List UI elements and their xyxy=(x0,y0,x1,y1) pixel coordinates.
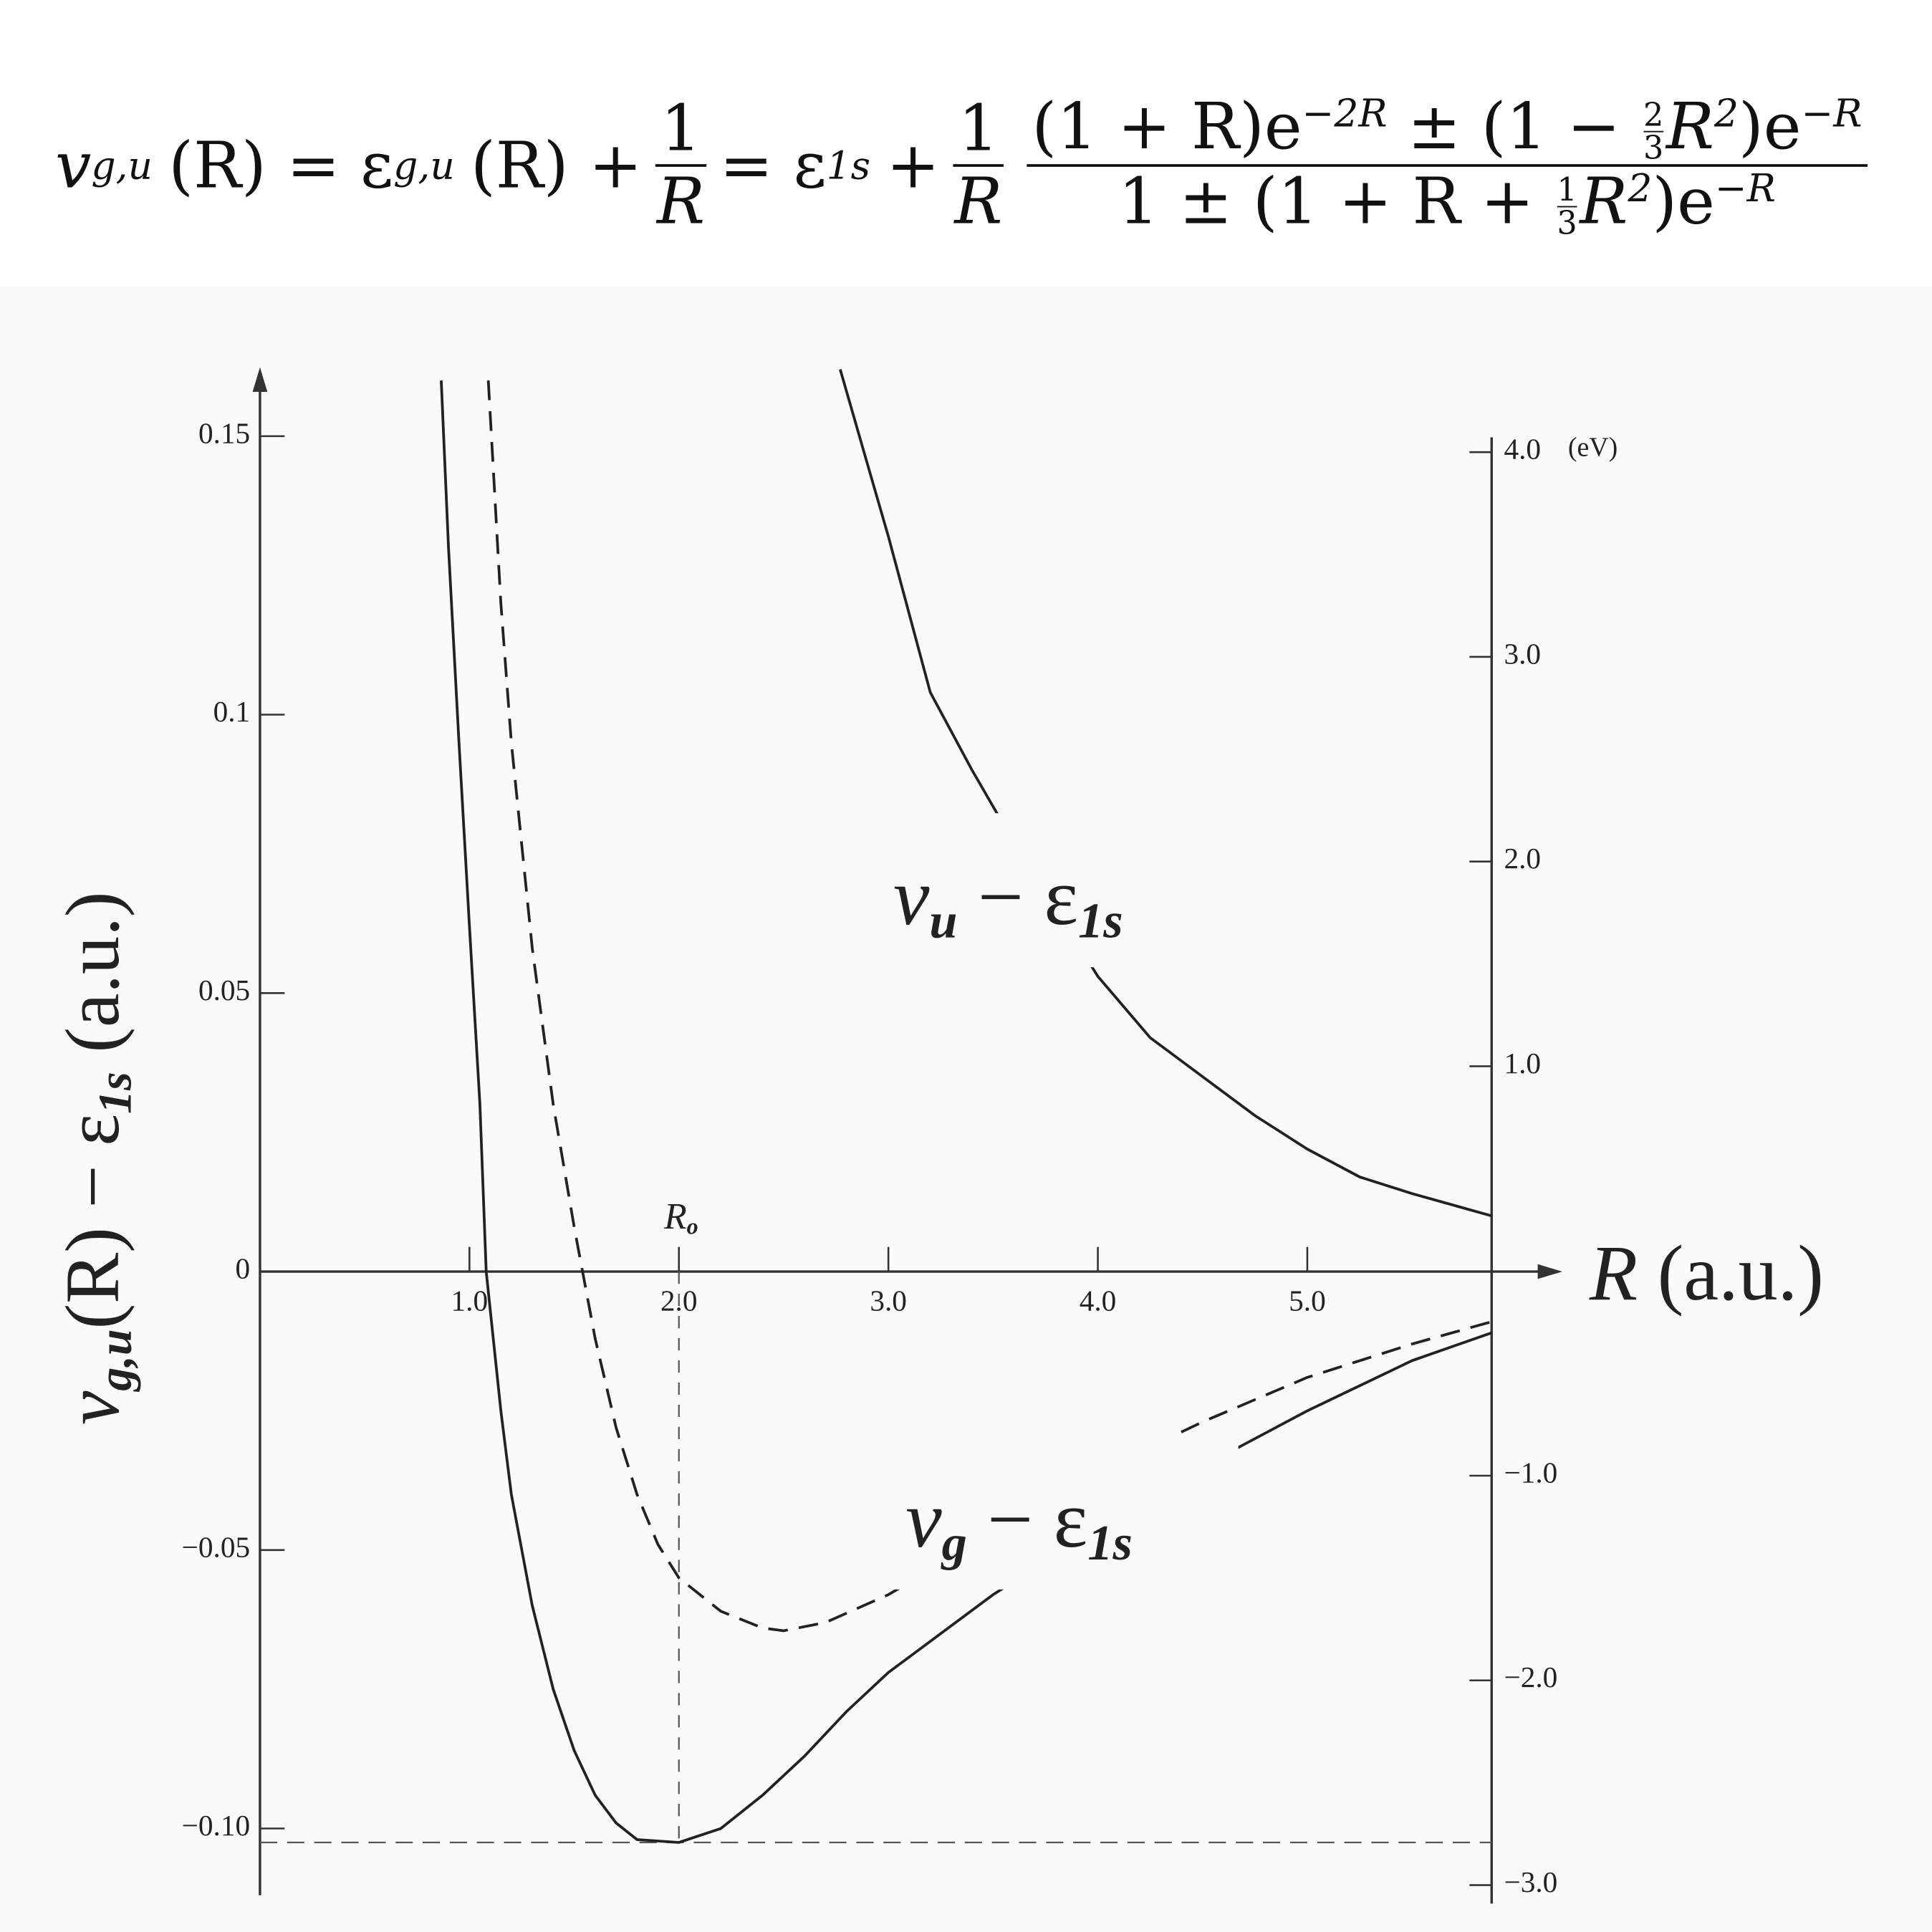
label-subscript: 1s xyxy=(1078,893,1123,949)
label-part: − ε xyxy=(958,852,1078,942)
label-subscript: g,u xyxy=(90,1329,142,1392)
label-part: R xyxy=(663,1196,687,1237)
label-subscript: o xyxy=(687,1213,698,1239)
math-label: Ro xyxy=(663,1196,698,1239)
y-tick-label: 0.15 xyxy=(198,416,250,449)
label-subscript: 1s xyxy=(90,1072,142,1114)
eq-part: ± (1 − xyxy=(1407,89,1621,164)
y2-tick-label: 2.0 xyxy=(1504,842,1541,875)
x-tick-label: 3.0 xyxy=(870,1284,907,1317)
eq-part: = ε xyxy=(719,128,827,203)
eq-sup: −R xyxy=(1714,165,1776,211)
label-part: − ε xyxy=(967,1474,1087,1565)
eq-den: 3 xyxy=(1643,129,1664,167)
eq-part: (R) + xyxy=(471,128,643,203)
eq-part: )e xyxy=(1652,164,1715,239)
eq-num: 2 xyxy=(1643,96,1664,134)
y2-unit-label: (eV) xyxy=(1568,432,1618,462)
math-label: vg,u(R) − ε1s (a.u.) xyxy=(52,892,142,1425)
y-tick-label: 0.05 xyxy=(198,974,250,1006)
y-tick-label: −0.05 xyxy=(182,1530,250,1563)
label-backing xyxy=(875,813,1226,968)
eq-part: R xyxy=(1580,164,1628,239)
eq-part: 1 ± (1 + R + xyxy=(1118,164,1534,239)
math-label: vu − ε1s xyxy=(893,852,1123,948)
eq-num: 1 xyxy=(1557,171,1577,209)
eq-sup: 2 xyxy=(1714,91,1739,136)
x-axis-arrow xyxy=(1537,1264,1562,1279)
eq-num: 1 xyxy=(655,94,706,167)
eq-den: R xyxy=(954,164,1003,239)
eq-part: (R) = ε xyxy=(168,128,394,203)
eq-denominator: 1 ± (1 + R + 1 3 R2)e−R xyxy=(1113,164,1781,239)
label-part: v xyxy=(893,852,930,942)
label-part: v xyxy=(52,1390,136,1425)
y-axis-arrow xyxy=(252,367,268,392)
x-tick-label: 1.0 xyxy=(451,1284,489,1317)
label-subscript: 1s xyxy=(1087,1515,1133,1571)
y-tick-label: 0 xyxy=(236,1252,251,1285)
label-part: (a.u.) xyxy=(1638,1229,1824,1317)
curve xyxy=(839,369,1492,1218)
label-backing xyxy=(887,1435,1239,1590)
y2-tick-label: 1.0 xyxy=(1504,1047,1541,1080)
eq-num: 1 xyxy=(953,94,1004,167)
y2-tick-label: 4.0 xyxy=(1504,433,1541,466)
eq-part: (1 + R)e xyxy=(1032,89,1302,164)
eq-sup: −2R xyxy=(1302,91,1388,136)
eq-sup: −R xyxy=(1801,91,1863,136)
label-part: (R) − ε xyxy=(52,1114,136,1329)
label-part: (a.u.) xyxy=(52,892,136,1072)
eq-numerator: (1 + R)e−2R ± (1 − 2 3 R2)e−R xyxy=(1027,89,1868,167)
math-label: vg − ε1s xyxy=(905,1474,1133,1571)
label-subscript: g xyxy=(941,1515,967,1571)
y-tick-label: 0.1 xyxy=(213,695,251,728)
x-tick-label: 4.0 xyxy=(1080,1284,1117,1317)
y2-tick-label: 3.0 xyxy=(1504,637,1541,670)
label-part: R xyxy=(1589,1229,1638,1317)
eq-den: 3 xyxy=(1557,204,1577,242)
y2-tick-label: −1.0 xyxy=(1504,1456,1557,1489)
y-tick-label: −0.10 xyxy=(182,1809,250,1842)
eq-fraction: (1 + R)e−2R ± (1 − 2 3 R2)e−R 1 ± (1 + R +… xyxy=(1027,89,1868,239)
eq-part: v xyxy=(55,128,92,203)
eq-sub: g,u xyxy=(91,143,153,188)
eq-sub: 1s xyxy=(826,143,871,188)
eq-sup: 2 xyxy=(1628,165,1653,211)
eq-part: + xyxy=(886,128,940,203)
eq-sub: g,u xyxy=(393,143,455,188)
label-part: v xyxy=(905,1474,942,1565)
y2-tick-label: −2.0 xyxy=(1504,1661,1557,1693)
y2-tick-label: −3.0 xyxy=(1504,1865,1557,1898)
eq-part: )e xyxy=(1738,89,1802,164)
curve xyxy=(440,380,1492,1844)
label-subscript: u xyxy=(929,893,957,949)
math-label: R (a.u.) xyxy=(1589,1229,1824,1317)
eq-den: R xyxy=(656,164,706,239)
x-tick-label: 5.0 xyxy=(1289,1284,1326,1317)
eq-part: R xyxy=(1666,89,1714,164)
